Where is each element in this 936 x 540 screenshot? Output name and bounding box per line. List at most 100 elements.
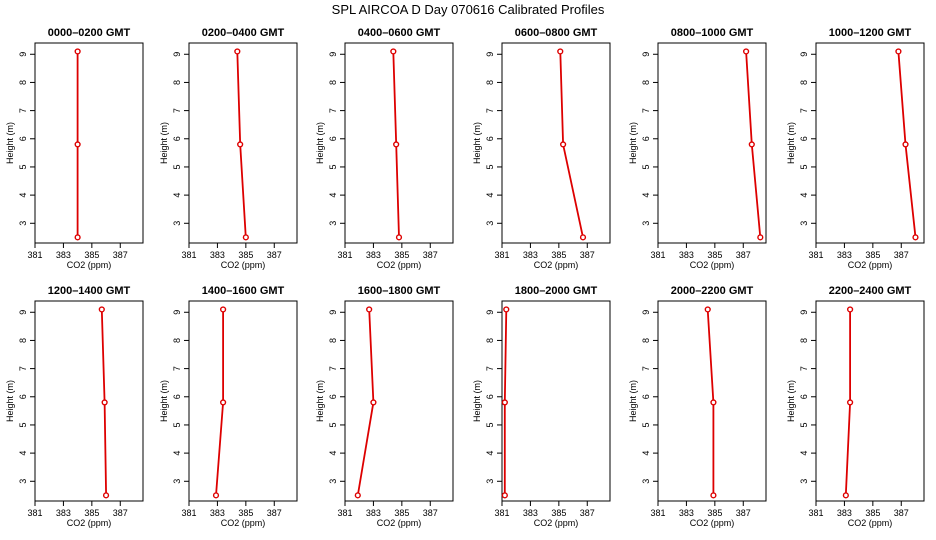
y-tick-label: 5 <box>799 164 809 169</box>
data-point <box>393 141 400 148</box>
panel-title: 2000–2200 GMT <box>671 285 754 297</box>
data-point <box>102 492 110 499</box>
y-axis-label: Height (m) <box>315 380 325 422</box>
y-tick-label: 8 <box>485 338 495 343</box>
y-axis-label: Height (m) <box>786 380 796 422</box>
y-tick-label: 5 <box>485 422 495 427</box>
data-point <box>395 234 403 241</box>
x-tick-label: 383 <box>366 508 381 518</box>
y-tick-label: 6 <box>799 136 809 141</box>
y-axis-label: Height (m) <box>628 380 638 422</box>
y-axis-label: Height (m) <box>5 380 15 422</box>
x-tick-label: 387 <box>736 250 751 260</box>
x-tick-label: 387 <box>580 508 595 518</box>
y-tick-label: 4 <box>641 451 651 456</box>
data-point <box>704 306 711 313</box>
x-tick-label: 385 <box>394 250 409 260</box>
plot-frame <box>344 300 454 502</box>
x-tick-label: 385 <box>551 508 566 518</box>
y-tick-label: 4 <box>799 451 809 456</box>
x-tick-label: 387 <box>580 250 595 260</box>
data-point <box>902 141 909 148</box>
y-tick-label: 3 <box>485 221 495 226</box>
y-tick-label: 9 <box>172 310 182 315</box>
x-tick-label: 387 <box>267 508 282 518</box>
y-tick-label: 4 <box>641 193 651 198</box>
x-tick-label: 383 <box>56 250 71 260</box>
y-tick-label: 5 <box>18 164 28 169</box>
panel-title: 0800–1000 GMT <box>671 27 754 39</box>
y-axis-label: Height (m) <box>472 380 482 422</box>
data-point <box>503 306 510 313</box>
y-tick-label: 6 <box>18 136 28 141</box>
y-tick-label: 9 <box>328 52 338 57</box>
data-point <box>757 234 764 241</box>
y-tick-label: 7 <box>172 366 182 371</box>
y-tick-label: 3 <box>328 221 338 226</box>
x-tick-label: 381 <box>494 250 509 260</box>
y-tick-label: 8 <box>172 80 182 85</box>
y-tick-label: 4 <box>18 451 28 456</box>
y-tick-label: 3 <box>799 479 809 484</box>
y-tick-label: 8 <box>328 338 338 343</box>
x-tick-label: 387 <box>736 508 751 518</box>
y-tick-label: 6 <box>485 394 495 399</box>
plot-frame <box>501 300 611 502</box>
data-point <box>370 399 377 406</box>
plot-frame <box>188 300 298 502</box>
data-point <box>74 141 81 148</box>
x-tick-label: 383 <box>679 508 694 518</box>
y-tick-label: 5 <box>641 164 651 169</box>
x-tick-label: 387 <box>894 508 909 518</box>
y-tick-label: 7 <box>328 366 338 371</box>
x-tick-label: 381 <box>181 250 196 260</box>
x-tick-label: 383 <box>56 508 71 518</box>
y-tick-label: 6 <box>641 136 651 141</box>
y-tick-label: 4 <box>172 193 182 198</box>
y-tick-label: 8 <box>485 80 495 85</box>
y-tick-label: 5 <box>641 422 651 427</box>
y-tick-label: 4 <box>799 193 809 198</box>
x-axis-label: CO2 (ppm) <box>534 260 579 270</box>
panel-title: 0400–0600 GMT <box>358 27 441 39</box>
data-point <box>847 306 854 313</box>
y-tick-label: 8 <box>799 80 809 85</box>
plot-frame <box>815 300 925 502</box>
plot-frame <box>344 42 454 244</box>
y-tick-label: 5 <box>328 164 338 169</box>
plot-frame <box>34 42 144 244</box>
y-tick-label: 6 <box>799 394 809 399</box>
x-tick-label: 381 <box>650 250 665 260</box>
plot-frame <box>501 42 611 244</box>
y-tick-label: 3 <box>485 479 495 484</box>
x-axis-label: CO2 (ppm) <box>690 518 735 528</box>
data-point <box>912 234 919 241</box>
y-tick-label: 9 <box>485 52 495 57</box>
x-tick-label: 385 <box>238 250 253 260</box>
y-tick-label: 5 <box>799 422 809 427</box>
x-tick-label: 385 <box>84 508 99 518</box>
y-tick-label: 5 <box>18 422 28 427</box>
x-tick-label: 385 <box>707 250 722 260</box>
x-tick-label: 385 <box>394 508 409 518</box>
x-tick-label: 387 <box>113 508 128 518</box>
x-tick-label: 381 <box>337 250 352 260</box>
x-axis-label: CO2 (ppm) <box>690 260 735 270</box>
x-axis-label: CO2 (ppm) <box>67 518 112 528</box>
data-point <box>74 234 81 241</box>
panel-title: 1200–1400 GMT <box>48 285 131 297</box>
x-axis-label: CO2 (ppm) <box>67 260 112 270</box>
data-point <box>847 399 854 406</box>
y-tick-label: 7 <box>799 366 809 371</box>
x-tick-label: 387 <box>894 250 909 260</box>
x-tick-label: 383 <box>210 250 225 260</box>
x-tick-label: 383 <box>523 508 538 518</box>
plot-frame <box>34 300 144 502</box>
y-tick-label: 8 <box>18 338 28 343</box>
figure-title: SPL AIRCOA D Day 070616 Calibrated Profi… <box>331 2 605 17</box>
x-axis-label: CO2 (ppm) <box>221 260 266 270</box>
y-tick-label: 4 <box>172 451 182 456</box>
